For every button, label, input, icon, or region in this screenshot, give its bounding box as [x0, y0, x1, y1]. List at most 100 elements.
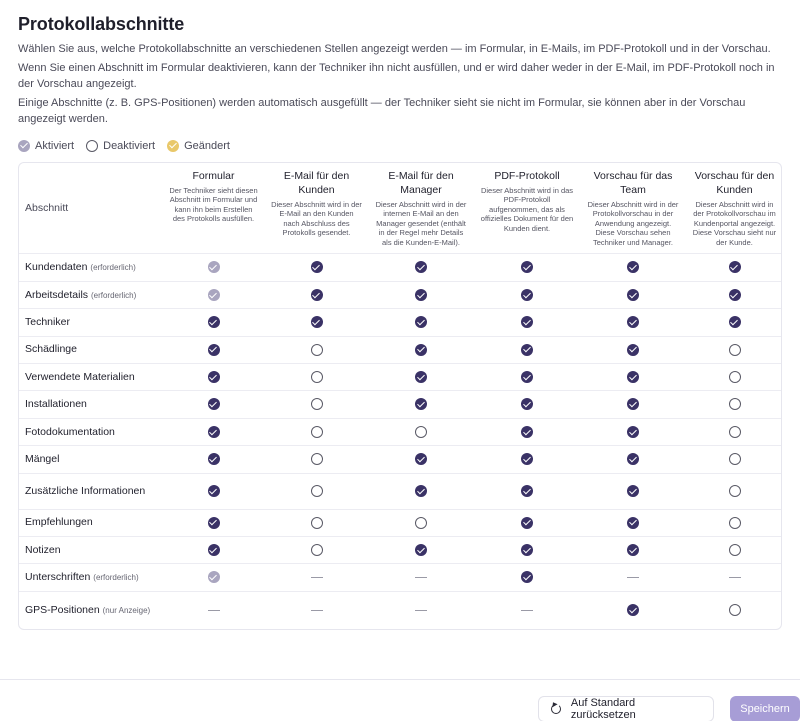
check-circle-filled-icon[interactable]: [207, 543, 220, 556]
check-circle-filled-icon[interactable]: [627, 484, 639, 497]
save-button[interactable]: Speichern: [730, 696, 800, 721]
cell-verwendete-materialien-0: [162, 364, 265, 391]
check-circle-filled-icon[interactable]: [207, 343, 220, 356]
cell-empfehlungen-5: [686, 509, 781, 536]
cell-notizen-0: [162, 536, 265, 563]
empty-circle-icon[interactable]: [728, 370, 741, 383]
check-circle-disabled-icon: [207, 261, 220, 274]
empty-circle-icon[interactable]: [728, 484, 741, 497]
empty-circle-icon[interactable]: [728, 604, 741, 617]
check-circle-filled-icon[interactable]: [415, 370, 427, 383]
empty-circle-icon[interactable]: [728, 343, 741, 356]
check-circle-filled-icon[interactable]: [521, 261, 533, 274]
check-circle-filled-icon[interactable]: [207, 316, 220, 329]
cell-notizen-1: [265, 536, 368, 563]
check-circle-filled-icon[interactable]: [728, 316, 741, 329]
empty-circle-icon[interactable]: [728, 516, 741, 529]
check-circle-filled-icon[interactable]: [207, 516, 220, 529]
check-circle-filled-icon[interactable]: [415, 543, 427, 556]
check-circle-filled-icon[interactable]: [415, 453, 427, 466]
check-circle-filled-icon[interactable]: [627, 543, 639, 556]
check-circle-disabled-icon: [18, 139, 30, 152]
dash-icon: [207, 609, 220, 611]
empty-circle-icon[interactable]: [728, 425, 741, 438]
check-circle-filled-icon[interactable]: [207, 425, 220, 438]
check-circle-filled-icon[interactable]: [310, 261, 323, 274]
check-circle-filled-icon[interactable]: [521, 316, 533, 329]
check-circle-filled-icon[interactable]: [627, 453, 639, 466]
empty-circle-icon[interactable]: [415, 425, 427, 438]
row-label: Fotodokumentation: [19, 418, 162, 445]
check-circle-filled-icon[interactable]: [415, 288, 427, 301]
cell-zusätzliche-informationen-0: [162, 473, 265, 509]
empty-circle-icon[interactable]: [310, 343, 323, 356]
empty-circle-icon[interactable]: [310, 453, 323, 466]
check-circle-filled-icon[interactable]: [728, 261, 741, 274]
row-label-text: GPS-Positionen: [25, 604, 100, 617]
cell-empfehlungen-0: [162, 509, 265, 536]
check-circle-filled-icon[interactable]: [415, 343, 427, 356]
empty-circle-icon[interactable]: [310, 543, 323, 556]
check-circle-filled-icon[interactable]: [521, 516, 533, 529]
check-circle-filled-icon[interactable]: [521, 370, 533, 383]
empty-circle-icon[interactable]: [728, 453, 741, 466]
row-label-text: Kundendaten: [25, 261, 88, 274]
cell-unterschriften-5: [686, 564, 781, 591]
empty-circle-icon[interactable]: [728, 398, 741, 411]
cell-empfehlungen-3: [474, 509, 580, 536]
reset-defaults-button[interactable]: Auf Standard zurücksetzen: [538, 696, 714, 721]
table-row: Mängel: [19, 446, 781, 474]
check-circle-filled-icon[interactable]: [627, 425, 639, 438]
check-circle-filled-icon[interactable]: [627, 398, 639, 411]
check-circle-filled-icon[interactable]: [627, 288, 639, 301]
empty-circle-icon[interactable]: [310, 398, 323, 411]
cell-installationen-3: [474, 391, 580, 418]
check-circle-filled-icon[interactable]: [415, 398, 427, 411]
empty-circle-icon[interactable]: [415, 516, 427, 529]
empty-circle-icon[interactable]: [310, 370, 323, 383]
dash-icon: [415, 576, 427, 578]
check-circle-filled-icon[interactable]: [521, 453, 533, 466]
cell-gps-positionen-5: [686, 591, 781, 629]
check-circle-filled-icon[interactable]: [207, 398, 220, 411]
table-header-row: Abschnitt Formular Der Techniker sieht di…: [19, 163, 781, 254]
check-circle-filled-icon[interactable]: [207, 453, 220, 466]
check-circle-filled-icon[interactable]: [627, 316, 639, 329]
empty-circle-icon[interactable]: [310, 516, 323, 529]
check-circle-filled-icon[interactable]: [310, 316, 323, 329]
row-label: Arbeitsdetails (erforderlich): [19, 281, 162, 308]
check-circle-filled-icon[interactable]: [521, 484, 533, 497]
check-circle-filled-icon[interactable]: [207, 484, 220, 497]
table-row: Empfehlungen: [19, 509, 781, 537]
check-circle-filled-icon[interactable]: [310, 288, 323, 301]
check-circle-filled-icon[interactable]: [521, 543, 533, 556]
check-circle-filled-icon[interactable]: [627, 604, 639, 617]
check-circle-filled-icon[interactable]: [627, 370, 639, 383]
cell-fotodokumentation-5: [686, 418, 781, 445]
check-circle-filled-icon[interactable]: [521, 343, 533, 356]
check-circle-filled-icon[interactable]: [728, 288, 741, 301]
check-circle-filled-icon[interactable]: [521, 288, 533, 301]
check-circle-filled-icon[interactable]: [521, 571, 533, 584]
row-note: (nur Anzeige): [102, 606, 151, 616]
sections-table: Abschnitt Formular Der Techniker sieht di…: [18, 161, 782, 631]
check-circle-filled-icon[interactable]: [627, 261, 639, 274]
check-circle-filled-icon[interactable]: [627, 343, 639, 356]
cell-verwendete-materialien-5: [686, 364, 781, 391]
check-circle-filled-icon[interactable]: [207, 370, 220, 383]
check-circle-filled-icon[interactable]: [415, 261, 427, 274]
legend-changed: Geändert: [167, 139, 230, 152]
empty-circle-icon[interactable]: [310, 425, 323, 438]
row-label-text: Zusätzliche Informationen: [25, 484, 146, 497]
cell-techniker-0: [162, 309, 265, 336]
check-circle-filled-icon[interactable]: [521, 398, 533, 411]
description-2: Wenn Sie einen Abschnitt im Formular dea…: [18, 61, 775, 91]
empty-circle-icon[interactable]: [728, 543, 741, 556]
dash-icon: [310, 609, 323, 611]
check-circle-filled-icon[interactable]: [521, 425, 533, 438]
table-row: Verwendete Materialien: [19, 364, 781, 391]
check-circle-filled-icon[interactable]: [415, 484, 427, 497]
check-circle-filled-icon[interactable]: [627, 516, 639, 529]
check-circle-filled-icon[interactable]: [415, 316, 427, 329]
empty-circle-icon[interactable]: [310, 484, 323, 497]
